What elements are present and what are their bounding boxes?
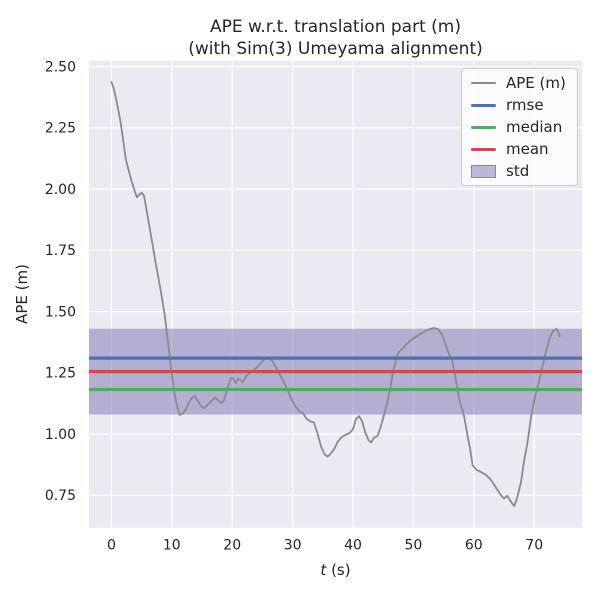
x-axis-label: t (s) — [89, 561, 582, 579]
y-tick-label: 2.50 — [45, 59, 76, 75]
chart-title: APE w.r.t. translation part (m) (with Si… — [89, 17, 582, 60]
legend-item-median: median — [462, 116, 577, 138]
x-tick-label: 20 — [223, 538, 241, 554]
x-tick-label: 60 — [465, 538, 483, 554]
y-tick-label: 0.75 — [45, 488, 76, 504]
y-tick-label: 1.25 — [45, 366, 76, 382]
x-tick-label: 40 — [344, 538, 362, 554]
y-axis-label: APE (m) — [13, 264, 31, 324]
y-tick-label: 2.00 — [45, 182, 76, 198]
x-tick-label: 10 — [163, 538, 181, 554]
legend-item-rmse: rmse — [462, 94, 577, 116]
y-tick-label: 2.25 — [45, 121, 76, 137]
x-tick-label: 70 — [525, 538, 543, 554]
mean-line-swatch — [471, 147, 496, 151]
legend-label-rmse: rmse — [506, 95, 544, 114]
std-band-swatch — [471, 164, 496, 178]
legend-label-median: median — [506, 117, 563, 136]
legend-label-mean: mean — [506, 139, 549, 158]
median-line-swatch — [471, 125, 496, 129]
x-tick-label: 0 — [107, 538, 116, 554]
legend: APE (m) rmse median mean std — [461, 68, 578, 186]
legend-item-mean: mean — [462, 138, 577, 160]
rmse-line-swatch — [471, 103, 496, 107]
y-tick-label: 1.50 — [45, 304, 76, 320]
x-axis-label-unit: (s) — [326, 561, 351, 579]
legend-item-ape: APE (m) — [462, 72, 577, 94]
ape-line-swatch — [471, 82, 496, 84]
legend-item-std: std — [462, 160, 577, 182]
ape-line — [110, 81, 561, 508]
legend-label-ape: APE (m) — [506, 73, 566, 92]
legend-label-std: std — [506, 161, 530, 180]
y-tick-label: 1.00 — [45, 427, 76, 443]
chart-title-line-2: (with Sim(3) Umeyama alignment) — [188, 38, 483, 59]
chart-title-line-1: APE w.r.t. translation part (m) — [210, 17, 461, 37]
x-axis-label-variable: t — [320, 561, 327, 579]
x-tick-label: 30 — [284, 538, 302, 554]
x-tick-label: 50 — [405, 538, 423, 554]
y-tick-label: 1.75 — [45, 243, 76, 259]
